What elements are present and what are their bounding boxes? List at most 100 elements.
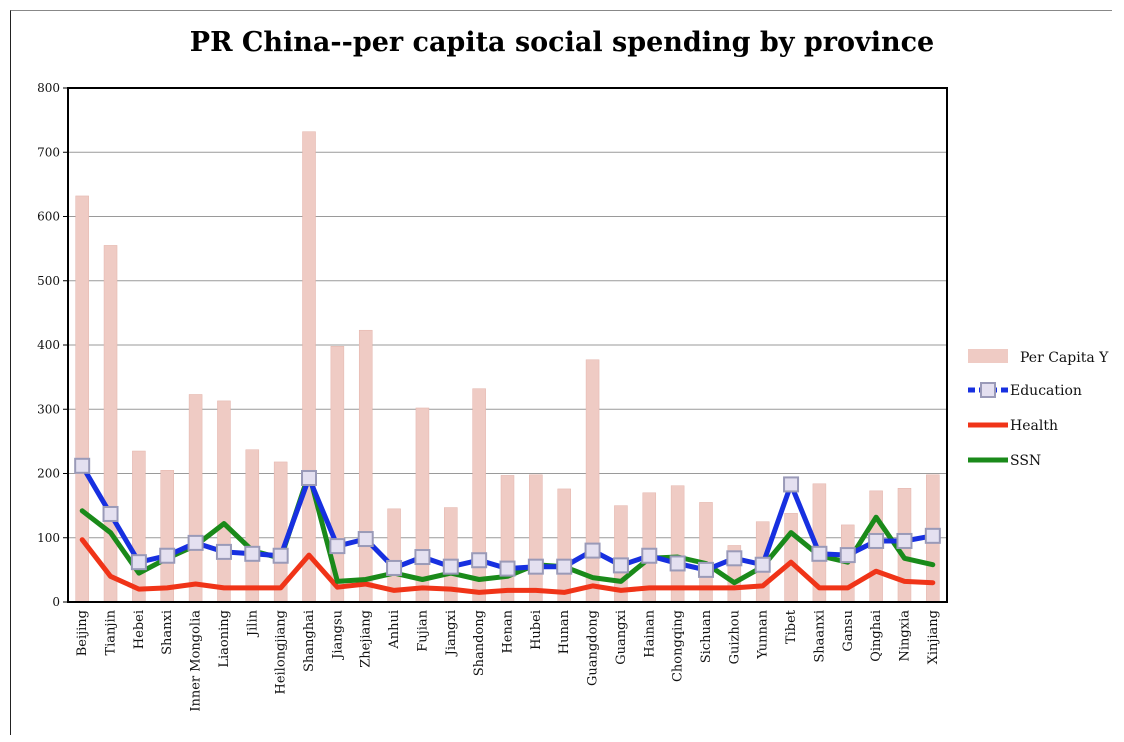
- bar: [529, 474, 543, 603]
- bar: [188, 394, 203, 603]
- education-marker: [641, 547, 658, 564]
- y-tick-label: 700: [37, 145, 60, 159]
- bar: [585, 359, 600, 603]
- marker-series: [74, 457, 941, 578]
- education-marker: [726, 550, 743, 567]
- education-marker: [896, 532, 913, 549]
- education-marker: [130, 554, 147, 571]
- x-tick-label: Zhejiang: [359, 610, 374, 668]
- bar: [302, 131, 316, 603]
- y-tick-label: 100: [37, 531, 60, 545]
- bar: [557, 488, 571, 603]
- x-tick-label: Jiangxi: [444, 610, 459, 657]
- x-tick-label: Guangxi: [614, 610, 629, 665]
- legend-label: Per Capita Y: [1020, 350, 1109, 366]
- y-tick-label: 800: [37, 81, 60, 95]
- y-tick-label: 400: [37, 338, 60, 352]
- x-tick-label: Shanxi: [160, 610, 175, 655]
- bar: [132, 450, 146, 603]
- y-tick-label: 200: [37, 467, 60, 481]
- education-marker: [811, 545, 828, 562]
- education-marker: [697, 561, 714, 578]
- legend-label: Education: [1010, 383, 1082, 399]
- bar: [245, 449, 260, 603]
- x-tick-label: Fujian: [415, 609, 430, 651]
- education-marker: [499, 560, 516, 577]
- education-marker: [442, 558, 459, 575]
- x-tick-label: Henan: [501, 609, 516, 653]
- legend: Per Capita Y Education Health SSN: [968, 349, 1109, 469]
- x-tick-label: Hunan: [557, 609, 572, 654]
- education-marker: [839, 547, 856, 564]
- education-marker: [527, 558, 544, 575]
- bar: [784, 513, 798, 603]
- education-marker: [669, 555, 686, 572]
- education-marker: [272, 547, 289, 564]
- education-marker: [102, 505, 119, 522]
- education-marker: [301, 469, 318, 486]
- education-marker: [584, 542, 601, 559]
- education-marker: [471, 552, 488, 569]
- x-axis-ticks: Beijing Tianjin Hebei Shanxi Inner Mongolia L…: [75, 609, 941, 711]
- education-marker: [556, 558, 573, 575]
- x-tick-label: Qinghai: [869, 610, 884, 662]
- x-tick-label: Ningxia: [897, 610, 912, 662]
- education-marker: [357, 531, 374, 548]
- x-tick-label: Hainan: [642, 609, 657, 657]
- y-axis-ticks: 0 100 200 300 400 500 600 700 800: [37, 81, 68, 609]
- x-tick-label: Shanghai: [302, 610, 317, 672]
- x-tick-label: Hebei: [132, 610, 147, 649]
- x-tick-label: Shaanxi: [812, 610, 827, 663]
- x-tick-label: Beijing: [75, 610, 90, 656]
- x-tick-label: Gansu: [841, 610, 856, 652]
- x-tick-label: Inner Mongolia: [189, 610, 204, 712]
- bar: [500, 475, 515, 603]
- x-tick-label: Liaoning: [217, 610, 232, 668]
- x-tick-label: Yunnan: [756, 609, 771, 659]
- education-marker: [868, 532, 885, 549]
- bar: [358, 329, 373, 603]
- education-marker: [612, 557, 629, 574]
- x-tick-label: Jilin: [245, 609, 260, 638]
- bar: [103, 245, 118, 603]
- education-marker: [414, 549, 431, 566]
- y-tick-label: 300: [37, 402, 60, 416]
- legend-marker-education: [980, 382, 996, 398]
- education-marker: [754, 556, 771, 573]
- y-tick-label: 600: [37, 210, 60, 224]
- bar: [160, 470, 174, 603]
- x-tick-label: Hubei: [529, 610, 544, 650]
- x-tick-label: Heilongjiang: [274, 610, 289, 695]
- bar: [472, 388, 486, 603]
- legend-label: Health: [1010, 418, 1058, 434]
- series-line: [79, 537, 936, 595]
- education-marker: [386, 559, 403, 576]
- chart-title: PR China--per capita social spending by …: [189, 27, 935, 58]
- x-tick-label: Jiangsu: [330, 610, 345, 661]
- education-marker: [244, 545, 261, 562]
- x-tick-label: Chongqing: [671, 610, 686, 682]
- x-tick-label: Tianjin: [104, 609, 119, 655]
- education-marker: [924, 527, 941, 544]
- legend-swatch-per-capita-y: [968, 349, 1008, 363]
- y-tick-label: 0: [52, 595, 60, 609]
- education-marker: [215, 543, 232, 560]
- legend-label: SSN: [1010, 453, 1041, 469]
- education-marker: [159, 547, 176, 564]
- x-tick-label: Sichuan: [699, 609, 714, 663]
- x-tick-label: Tibet: [784, 609, 799, 644]
- x-tick-label: Guizhou: [727, 610, 742, 664]
- education-marker: [783, 476, 800, 493]
- x-tick-label: Guangdong: [586, 610, 601, 686]
- x-tick-label: Xinjiang: [926, 610, 941, 664]
- bar: [415, 407, 430, 603]
- bar: [670, 485, 685, 603]
- education-marker: [74, 457, 91, 474]
- x-tick-label: Anhui: [387, 610, 402, 650]
- education-marker: [329, 538, 346, 555]
- education-marker: [187, 534, 204, 551]
- y-tick-label: 500: [37, 274, 60, 288]
- chart-frame: [10, 10, 1112, 735]
- x-tick-label: Shandong: [472, 610, 487, 676]
